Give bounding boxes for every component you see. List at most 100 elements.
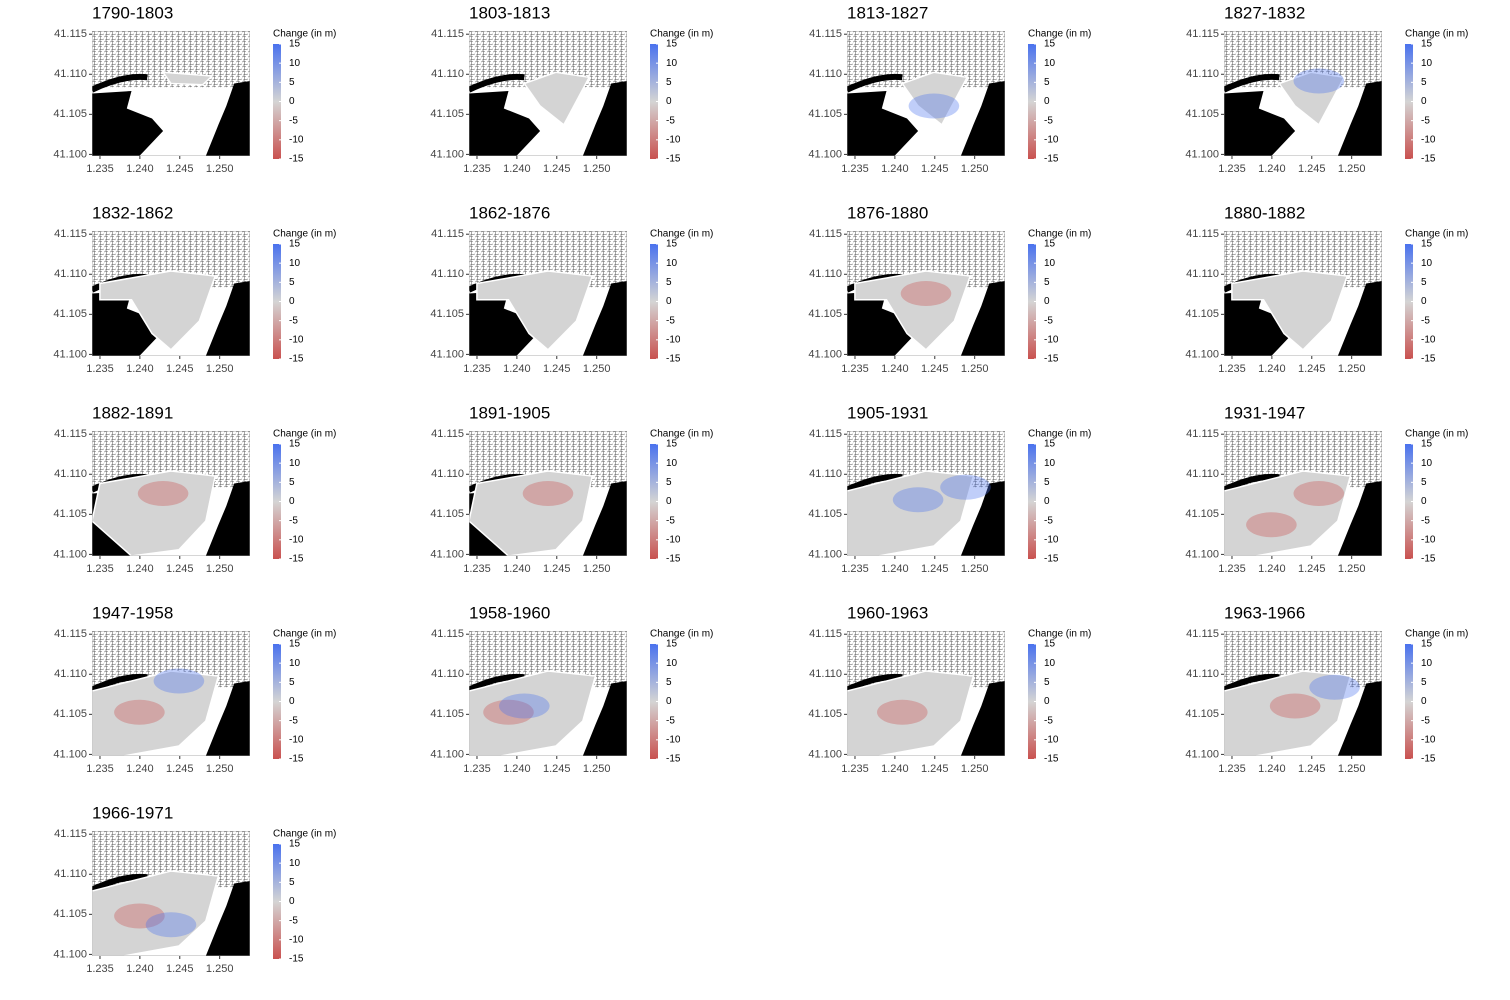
colorbar-tick-label: -15 [289,754,304,765]
panel: 1963-1966 1.235 1.240 1.245 1.250 41.100 41.10… [1185,603,1468,774]
y-tick-label: 41.105 [1185,708,1219,720]
colorbar-tick-label: 5 [1421,277,1427,288]
change-tint [145,912,197,938]
fill-area [1224,470,1352,556]
fill-area [469,470,594,556]
land-right [205,881,250,956]
colorbar-tick-label: -10 [289,734,304,745]
colorbar-title: Change (in m) [1028,429,1091,440]
land-right [1337,681,1382,756]
y-tick-label: 41.100 [808,348,842,360]
colorbar-tick-label: 15 [1421,39,1433,50]
colorbar-tick-label: 5 [289,477,295,488]
colorbar [273,444,281,559]
fill-area [476,270,594,351]
colorbar-tick-label: 0 [289,696,295,707]
y-tick-label: 41.110 [1186,668,1219,680]
colorbar-tick-label: -10 [1421,334,1436,345]
x-tick-label: 1.250 [961,363,989,375]
x-tick-label: 1.240 [126,763,154,775]
panel-title: 1947-1958 [92,603,173,622]
colorbar-tick-label: -5 [289,515,298,526]
land-right [205,81,250,156]
panel-title: 1882-1891 [92,403,173,422]
y-tick-label: 41.115 [1186,28,1219,40]
fill-area [1231,270,1349,351]
colorbar-tick-label: -15 [289,554,304,565]
y-tick-label: 41.100 [53,748,87,760]
colorbar-title: Change (in m) [650,229,713,240]
x-tick-label: 1.240 [1258,563,1286,575]
colorbar-tick-label: 0 [1421,96,1427,107]
map-plot [1224,631,1382,756]
colorbar [273,244,281,359]
colorbar-title: Change (in m) [650,629,713,640]
colorbar-tick-label: 15 [1421,439,1433,450]
change-tint [114,699,165,725]
colorbar [1405,644,1413,759]
colorbar-tick-label: -15 [666,554,681,565]
colorbar-tick-label: 0 [666,696,672,707]
colorbar-tick-label: -10 [666,334,681,345]
y-tick-label: 41.105 [808,308,842,320]
y-tick-label: 41.105 [808,508,842,520]
colorbar [273,644,281,759]
x-tick-label: 1.250 [206,363,234,375]
colorbar-tick-label: 10 [1421,458,1433,469]
colorbar-tick-label: -10 [1044,334,1059,345]
x-tick-label: 1.250 [1338,163,1366,175]
change-tint [153,668,205,694]
map-plot [1224,31,1382,156]
y-tick-label: 41.115 [431,628,464,640]
y-tick-label: 41.105 [430,108,464,120]
change-tint [114,903,165,929]
y-tick-label: 41.115 [54,828,87,840]
y-tick-label: 41.105 [53,308,87,320]
y-tick-label: 41.100 [1185,748,1219,760]
colorbar-tick-label: -5 [666,115,675,126]
colorbar-tick-label: 5 [666,277,672,288]
land-right [1337,81,1382,156]
map-plot [92,831,250,956]
panel: 1947-1958 1.235 1.240 1.245 1.250 41.100 41.10… [53,603,336,774]
fill-area [523,71,591,126]
x-tick-label: 1.235 [463,763,491,775]
colorbar-tick-label: 15 [1044,639,1056,650]
y-tick-label: 41.110 [431,668,464,680]
panel: 1960-1963 1.235 1.240 1.245 1.250 41.100 41.10… [808,603,1091,774]
panel: 1803-1813 1.235 1.240 1.245 1.250 41.100 41.10… [430,3,713,174]
x-tick-label: 1.235 [1218,763,1246,775]
coast-band [847,673,903,693]
change-tint [1293,481,1345,506]
colorbar-tick-label: 5 [666,77,672,88]
y-tick-label: 41.100 [53,148,87,160]
y-tick-label: 41.105 [430,308,464,320]
land-right [960,281,1005,356]
colorbar-tick-label: 10 [289,258,301,269]
change-tint [1269,693,1321,719]
y-tick-label: 41.100 [808,548,842,560]
x-tick-label: 1.235 [86,963,114,975]
fill-area [469,670,597,756]
panel-title: 1891-1905 [469,403,550,422]
colorbar-tick-label: -5 [1044,315,1053,326]
colorbar-tick-label: -10 [289,534,304,545]
y-tick-label: 41.100 [808,748,842,760]
land-right [1337,281,1382,356]
coast-band [92,873,148,893]
x-tick-label: 1.250 [1338,563,1366,575]
y-tick-label: 41.110 [431,468,464,480]
land-right [205,681,250,756]
map-plot [92,431,250,556]
x-tick-label: 1.240 [881,763,909,775]
colorbar [1028,444,1036,559]
colorbar-tick-label: -10 [666,134,681,145]
change-tint [1309,674,1360,700]
change-tint [877,699,928,725]
panel: 1813-1827 1.235 1.240 1.245 1.250 41.100 41.10… [808,3,1091,174]
y-tick-label: 41.100 [1185,148,1219,160]
y-tick-label: 41.110 [54,468,87,480]
coast-band [92,73,148,93]
colorbar-tick-label: 5 [1044,477,1050,488]
panel: 1862-1876 1.235 1.240 1.245 1.250 41.100 41.10… [430,203,713,374]
